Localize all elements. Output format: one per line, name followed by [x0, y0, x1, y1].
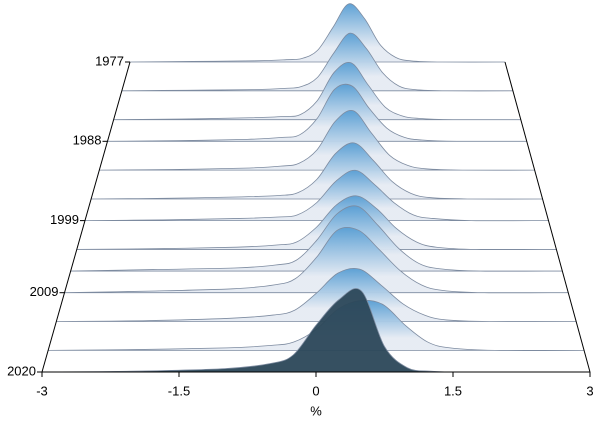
right-edge-line: [504, 61, 591, 373]
ridge: [91, 142, 543, 200]
x-tick-label: 3: [586, 383, 593, 398]
x-tick-label: 1.5: [444, 383, 462, 398]
y-tick-label: 1977: [95, 53, 124, 68]
ridge: [113, 61, 521, 121]
y-tick-label: 2020: [7, 363, 36, 378]
y-axis-line: [41, 61, 131, 373]
ridge: [84, 169, 549, 222]
x-tick-label: -3: [36, 383, 48, 398]
x-tick-label: -1.5: [168, 383, 190, 398]
ridge: [107, 83, 527, 142]
y-tick-label: 1999: [50, 212, 79, 227]
y-tick-label: 1988: [73, 133, 102, 148]
ridge: [56, 267, 577, 323]
x-tick-label: 0: [312, 383, 319, 398]
y-tick-label: 2009: [30, 284, 59, 299]
ridge: [129, 3, 506, 63]
ridge: [121, 32, 513, 92]
ridge: [99, 109, 535, 171]
ridge: [64, 226, 569, 294]
x-axis-label: %: [310, 403, 322, 418]
ridge: [76, 195, 557, 251]
